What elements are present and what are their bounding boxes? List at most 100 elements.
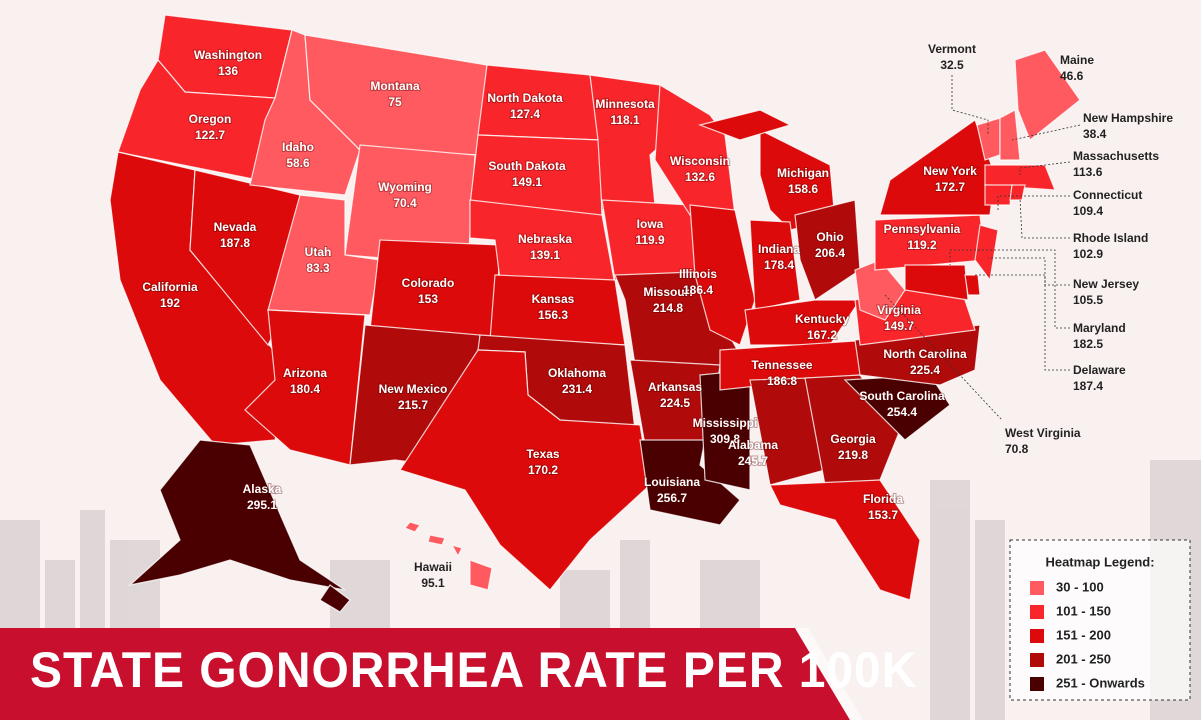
state <box>984 164 1056 191</box>
state-value: 180.4 <box>290 382 320 396</box>
state-value: 132.6 <box>685 170 715 184</box>
state-value: 38.4 <box>1083 127 1107 141</box>
state-value: 102.9 <box>1073 247 1103 261</box>
state-value: 118.1 <box>610 113 640 127</box>
state-value: 245.7 <box>738 454 768 468</box>
leader-line <box>988 257 1070 286</box>
state-name: Rhode Island <box>1073 231 1148 245</box>
state-name: Nebraska <box>518 232 572 246</box>
state-value: 105.5 <box>1073 293 1103 307</box>
title: STATE GONORRHEA RATE PER 100K <box>30 643 917 698</box>
state-value: 186.4 <box>683 283 713 297</box>
state-name: Oklahoma <box>548 366 606 380</box>
state-value: 170.2 <box>528 463 558 477</box>
legend-label: 30 - 100 <box>1056 579 1104 594</box>
state-name: Ohio <box>816 230 843 244</box>
legend-label: 151 - 200 <box>1056 627 1111 642</box>
state-name: Florida <box>863 492 903 506</box>
legend-swatch <box>1030 629 1044 643</box>
leader-line <box>1019 197 1070 239</box>
state <box>427 534 446 546</box>
state-value: 187.8 <box>220 236 250 250</box>
state-name: Wisconsin <box>670 154 730 168</box>
state-name: Pennsylvania <box>884 222 961 236</box>
state-name: Maine <box>1060 53 1094 67</box>
state-value: 156.3 <box>538 308 568 322</box>
state-value: 158.6 <box>788 182 818 196</box>
state-value: 113.6 <box>1073 165 1103 179</box>
state-value: 172.7 <box>935 180 965 194</box>
state-name: Idaho <box>282 140 314 154</box>
leader-line <box>975 274 1070 371</box>
state-name: Vermont <box>928 42 976 56</box>
state-name: Utah <box>305 245 332 259</box>
legend-label: 251 - Onwards <box>1056 675 1145 690</box>
state-name: Michigan <box>777 166 829 180</box>
state-name: Mississippi <box>693 416 758 430</box>
state <box>904 264 969 301</box>
state-name: Alaska <box>243 482 282 496</box>
state-value: 182.5 <box>1073 337 1103 351</box>
state-value: 254.4 <box>887 405 917 419</box>
state-name: Washington <box>194 48 262 62</box>
state <box>974 224 999 282</box>
state <box>964 274 981 296</box>
state-value: 119.2 <box>907 238 937 252</box>
state <box>319 584 351 613</box>
state-value: 186.8 <box>767 374 797 388</box>
legend-swatch <box>1030 605 1044 619</box>
state-value: 153 <box>418 292 438 306</box>
state-value: 178.4 <box>764 258 794 272</box>
state-value: 149.1 <box>512 175 542 189</box>
state <box>654 83 736 216</box>
legend-label: 101 - 150 <box>1056 603 1111 618</box>
state <box>1009 184 1026 201</box>
leader-line <box>884 294 1003 421</box>
legend-label: 201 - 250 <box>1056 651 1111 666</box>
state <box>999 109 1021 161</box>
state-value: 153.7 <box>868 508 898 522</box>
state-value: 70.4 <box>393 196 417 210</box>
state <box>450 544 463 558</box>
state-name: Missouri <box>643 285 692 299</box>
state <box>744 299 862 346</box>
leader-line <box>949 249 1070 329</box>
state-value: 127.4 <box>510 107 540 121</box>
state-value: 214.8 <box>653 301 683 315</box>
state-value: 46.6 <box>1060 69 1084 83</box>
state <box>794 199 861 301</box>
state-value: 70.8 <box>1005 442 1029 456</box>
state-name: North Dakota <box>487 91 563 105</box>
state-name: Montana <box>370 79 420 93</box>
state-name: Nevada <box>214 220 257 234</box>
state-name: Connecticut <box>1073 188 1142 202</box>
leader-line <box>1019 161 1071 175</box>
state-value: 136 <box>218 64 238 78</box>
state-name: Texas <box>526 447 559 461</box>
state-value: 219.8 <box>838 448 868 462</box>
state <box>689 204 756 346</box>
state-value: 119.9 <box>635 233 665 247</box>
state-name: Kansas <box>532 292 575 306</box>
state <box>127 439 346 591</box>
leader-line <box>997 195 1070 210</box>
state-value: 187.4 <box>1073 379 1103 393</box>
state <box>984 184 1013 206</box>
state <box>399 349 651 591</box>
state-value: 231.4 <box>562 382 592 396</box>
state <box>1014 49 1081 141</box>
state-name: Maryland <box>1073 321 1126 335</box>
state-name: South Dakota <box>488 159 566 173</box>
state-name: Arkansas <box>648 380 702 394</box>
leader-line <box>951 75 989 135</box>
state <box>404 521 421 533</box>
state-value: 149.7 <box>884 319 914 333</box>
state-name: Alabama <box>728 438 778 452</box>
title-banner: STATE GONORRHEA RATE PER 100K <box>0 628 917 720</box>
legend-swatch <box>1030 677 1044 691</box>
state-name: California <box>142 280 198 294</box>
state-value: 32.5 <box>940 58 964 72</box>
legend-swatch <box>1030 653 1044 667</box>
state-name: Colorado <box>402 276 455 290</box>
